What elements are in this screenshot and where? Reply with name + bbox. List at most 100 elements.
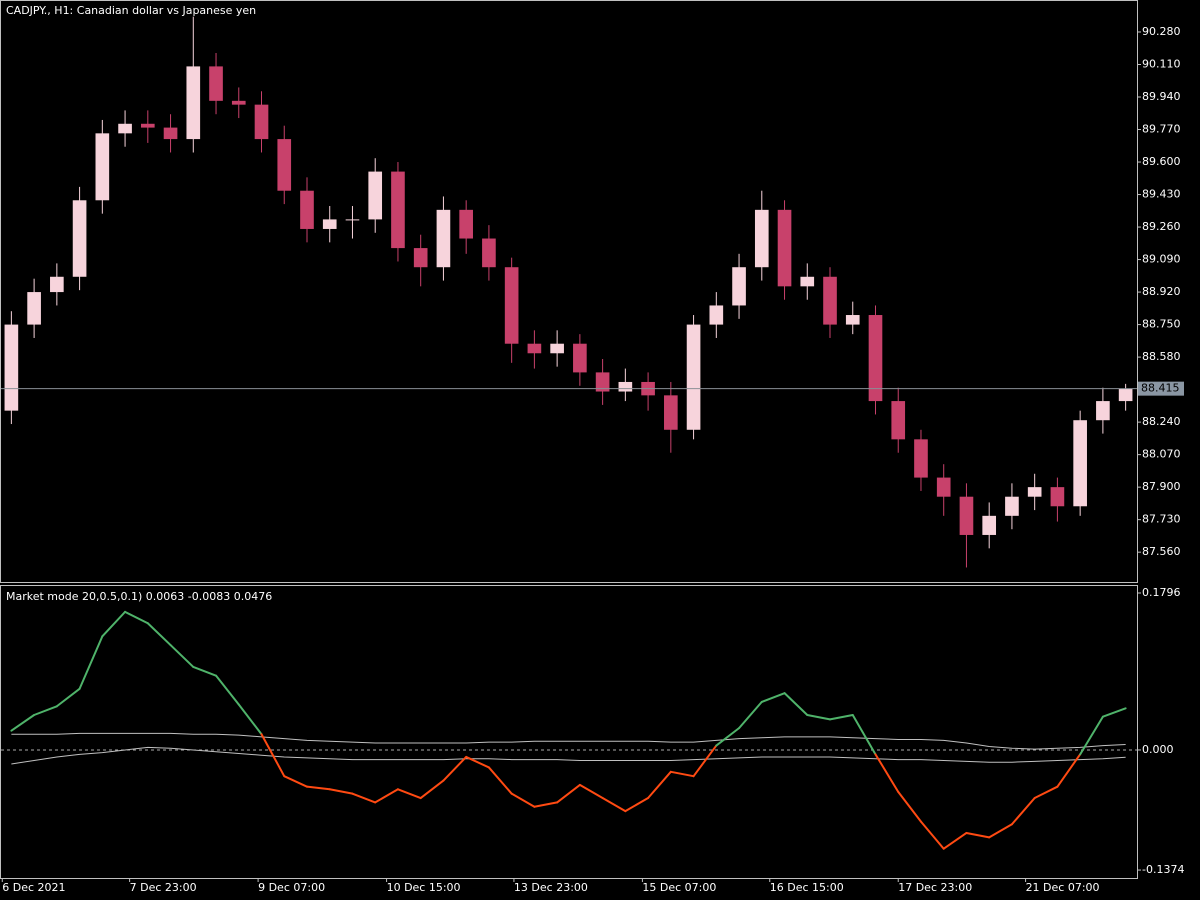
candle-body: [27, 292, 41, 325]
y-tick-label: -0.1374: [1142, 863, 1184, 876]
indicator-segment: [10, 714, 36, 732]
indicator-segment: [169, 644, 195, 668]
indicator-segment: [692, 744, 718, 778]
indicator-segment: [1056, 753, 1082, 788]
indicator-segment: [55, 687, 81, 708]
candle-body: [1073, 420, 1087, 507]
x-tick-label: 17 Dec 23:00: [898, 881, 972, 894]
candle-body: [891, 401, 906, 440]
indicator-segment: [510, 792, 536, 808]
indicator-segment: [146, 622, 172, 647]
band-line: [11, 746, 1126, 765]
indicator-segment: [715, 727, 741, 747]
indicator-segment: [669, 770, 695, 778]
x-tick-label: 13 Dec 23:00: [514, 881, 588, 894]
candle-body: [664, 395, 678, 430]
indicator-title: Market mode 20,0.5,0.1) 0.0063 -0.0083 0…: [6, 590, 272, 603]
y-tick-label: 87.900: [1142, 480, 1181, 493]
y-tick-label: 0.1796: [1142, 586, 1181, 599]
indicator-segment: [283, 775, 308, 788]
y-tick-label: 90.280: [1142, 25, 1181, 38]
candle-body: [868, 315, 883, 402]
candle-body: [618, 381, 633, 392]
indicator-segment: [738, 700, 763, 730]
candle-body: [140, 123, 155, 128]
indicator-segment: [78, 635, 104, 690]
indicator-segment: [260, 733, 286, 778]
candle-body: [50, 276, 64, 293]
y-tick-label: 88.750: [1142, 318, 1181, 331]
y-tick-label: 88.580: [1142, 350, 1181, 363]
y-tick-label: 88.240: [1142, 415, 1181, 428]
indicator-segment: [215, 674, 240, 706]
candle-body: [345, 219, 360, 221]
candle-body: [845, 315, 860, 325]
candle-body: [1050, 487, 1065, 507]
indicator-segment: [897, 790, 922, 823]
candle-body: [936, 477, 951, 497]
indicator-segment: [351, 792, 377, 804]
y-tick-label: 89.600: [1142, 155, 1181, 168]
candle-body: [186, 66, 201, 140]
candle-body: [413, 248, 428, 268]
candle-body: [209, 66, 223, 101]
indicator-segment: [1033, 785, 1059, 800]
candle-body: [686, 324, 701, 430]
candle-body: [709, 305, 724, 325]
indicator-segment: [760, 692, 786, 703]
x-tick-label: 16 Dec 15:00: [770, 881, 844, 894]
main-panel-frame: [0, 0, 1138, 583]
candle-body: [823, 276, 837, 325]
x-tick-label: 21 Dec 07:00: [1026, 881, 1100, 894]
y-tick-label: 0.000: [1142, 743, 1174, 756]
indicator-segment: [305, 785, 331, 791]
indicator-segment: [942, 831, 968, 850]
candle-body: [573, 343, 587, 373]
candle-body: [527, 343, 542, 354]
indicator-segment: [101, 610, 127, 638]
indicator-segment: [374, 788, 399, 804]
indicator-segment: [829, 714, 854, 721]
candle-body: [95, 133, 110, 201]
candle-body: [732, 267, 746, 306]
candle-body: [163, 127, 178, 140]
y-tick-label: 87.730: [1142, 513, 1181, 526]
indicator-segment: [465, 755, 490, 769]
candle-body: [800, 276, 815, 287]
candle-body: [1005, 496, 1019, 516]
candle-body: [1096, 401, 1110, 421]
indicator-segment: [533, 801, 559, 808]
indicator-segment: [396, 788, 422, 800]
y-tick-label: 88.920: [1142, 285, 1181, 298]
chart-title: CADJPY., H1: Canadian dollar vs Japanese…: [6, 4, 256, 17]
candle-body: [300, 190, 314, 229]
x-tick-label: 7 Dec 23:00: [130, 881, 197, 894]
candle-body: [459, 209, 473, 239]
indicator-segment: [237, 703, 263, 736]
indicator-segment: [124, 610, 149, 625]
candle-body: [436, 209, 451, 268]
indicator-segment: [442, 755, 468, 782]
candle-body: [254, 104, 269, 140]
candle-body: [595, 372, 610, 392]
indicator-panel-frame: [0, 585, 1138, 879]
x-tick-label: 15 Dec 07:00: [642, 881, 716, 894]
indicator-segment: [328, 788, 354, 795]
indicator-segment: [33, 705, 58, 717]
y-tick-label: 88.070: [1142, 448, 1181, 461]
candle-body: [72, 200, 87, 277]
indicator-segment: [919, 820, 945, 850]
indicator-segment: [783, 692, 809, 717]
candle-body: [959, 496, 974, 535]
candle-body: [777, 209, 792, 287]
y-tick-label: 89.770: [1142, 123, 1181, 136]
candle-body: [1118, 388, 1133, 402]
candle-body: [982, 515, 997, 535]
indicator-segment: [965, 831, 991, 839]
indicator-segment: [419, 779, 445, 800]
indicator-segment: [192, 665, 218, 677]
y-tick-label: 89.940: [1142, 90, 1181, 103]
indicator-segment: [487, 766, 513, 795]
indicator-segment: [578, 783, 604, 800]
